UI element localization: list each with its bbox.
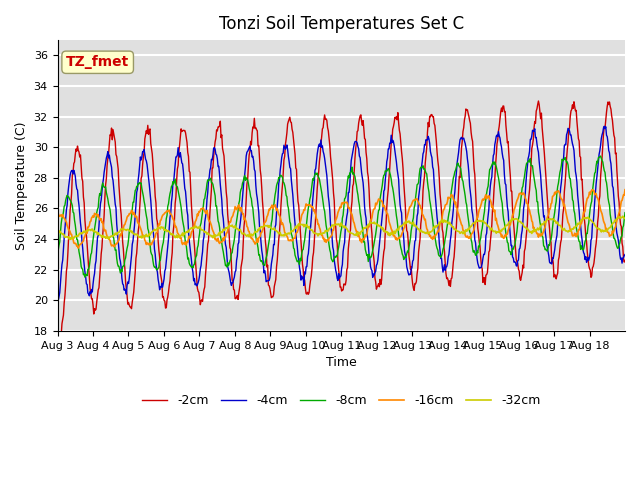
-16cm xyxy=(54,213,61,219)
-16cm xyxy=(401,225,408,230)
-16cm xyxy=(253,236,261,241)
-4cm xyxy=(54,309,61,314)
Line: -4cm: -4cm xyxy=(58,126,625,312)
-8cm xyxy=(596,153,604,159)
-32cm xyxy=(54,228,61,234)
-32cm xyxy=(121,227,129,232)
Y-axis label: Soil Temperature (C): Soil Temperature (C) xyxy=(15,121,28,250)
-4cm xyxy=(274,194,282,200)
-2cm xyxy=(225,232,233,238)
-4cm xyxy=(400,236,408,242)
-16cm xyxy=(589,187,596,192)
-32cm xyxy=(275,231,283,237)
-16cm xyxy=(225,221,233,227)
Line: -32cm: -32cm xyxy=(58,216,625,240)
-32cm xyxy=(225,223,233,229)
-4cm xyxy=(621,252,629,257)
-4cm xyxy=(225,267,232,273)
-2cm xyxy=(401,192,408,197)
Line: -8cm: -8cm xyxy=(58,156,625,277)
-8cm xyxy=(54,252,61,257)
-8cm xyxy=(225,261,233,267)
-32cm xyxy=(619,213,627,219)
-32cm xyxy=(621,216,629,221)
-2cm xyxy=(275,236,283,242)
-8cm xyxy=(81,274,89,280)
-8cm xyxy=(253,240,261,246)
-2cm xyxy=(54,338,62,344)
-4cm xyxy=(432,198,440,204)
-8cm xyxy=(275,175,283,180)
-8cm xyxy=(401,254,408,260)
-32cm xyxy=(253,229,261,235)
Text: TZ_fmet: TZ_fmet xyxy=(66,55,129,69)
Line: -16cm: -16cm xyxy=(58,190,625,248)
-4cm xyxy=(600,123,608,129)
-16cm xyxy=(121,222,129,228)
-2cm xyxy=(54,335,61,340)
-32cm xyxy=(67,237,75,242)
X-axis label: Time: Time xyxy=(326,356,356,369)
-32cm xyxy=(401,219,408,225)
Title: Tonzi Soil Temperatures Set C: Tonzi Soil Temperatures Set C xyxy=(219,15,464,33)
-8cm xyxy=(621,210,629,216)
-2cm xyxy=(433,139,440,144)
-8cm xyxy=(433,243,440,249)
-4cm xyxy=(253,191,260,197)
-8cm xyxy=(121,257,129,263)
-2cm xyxy=(534,98,542,104)
-16cm xyxy=(275,212,283,217)
Legend: -2cm, -4cm, -8cm, -16cm, -32cm: -2cm, -4cm, -8cm, -16cm, -32cm xyxy=(137,389,545,412)
-4cm xyxy=(120,287,128,293)
Line: -2cm: -2cm xyxy=(58,101,625,341)
-16cm xyxy=(74,245,82,251)
-2cm xyxy=(253,128,261,133)
-16cm xyxy=(433,231,440,237)
-32cm xyxy=(433,223,440,229)
-2cm xyxy=(121,265,129,271)
-16cm xyxy=(621,187,629,192)
-2cm xyxy=(621,258,629,264)
